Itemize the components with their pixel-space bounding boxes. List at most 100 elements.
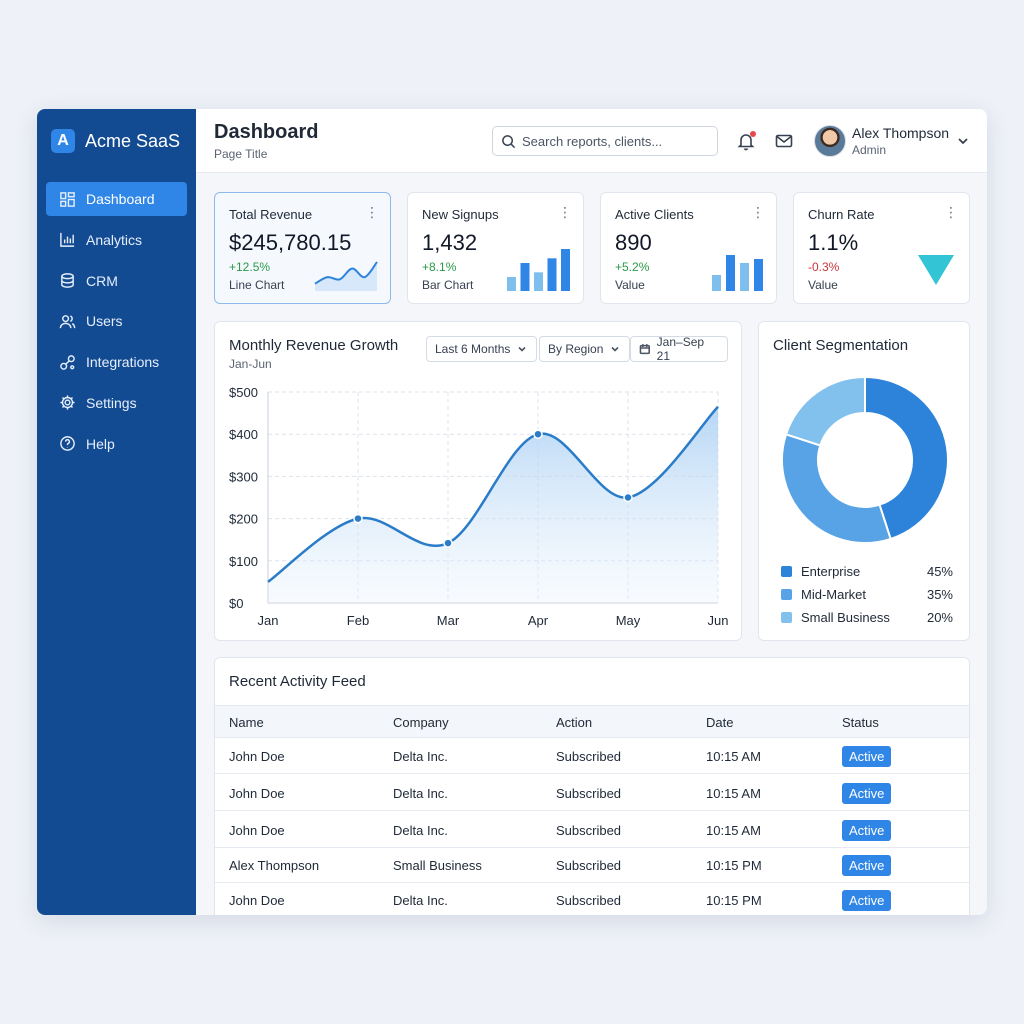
cell-action: Subscribed <box>556 786 622 801</box>
revenue-line-chart: $0 $100 $200 $300 $400 $500 Jan Feb Mar Apr May Jun <box>229 385 729 628</box>
legend-pct: 45% <box>926 563 953 579</box>
sidebar-item-dashboard[interactable]: Dashboard <box>46 182 187 216</box>
legend-item-small-business: Small Business 20% <box>781 608 953 626</box>
notification-dot <box>750 131 756 137</box>
donut-slice-small-business <box>784 375 866 447</box>
top-header: Dashboard Page Title Alex Thompson Admin <box>196 109 987 173</box>
donut-slice-enterprise <box>864 375 949 541</box>
kpi-change: -0.3% <box>808 260 840 274</box>
revenue-area <box>268 406 718 603</box>
more-vertical-icon[interactable]: ⋮ <box>365 204 379 220</box>
data-point <box>533 429 543 439</box>
table-row[interactable]: Alex Thompson Small Business Subscribed … <box>215 847 969 883</box>
sidebar-item-label: Integrations <box>86 354 160 371</box>
y-tick-label: $100 <box>229 554 258 569</box>
more-vertical-icon[interactable]: ⋮ <box>944 204 958 220</box>
legend-swatch <box>781 588 792 600</box>
column-header-company[interactable]: Company <box>393 715 449 730</box>
mail-icon <box>775 134 793 148</box>
more-vertical-icon[interactable]: ⋮ <box>558 204 572 220</box>
range-dropdown[interactable]: Last 6 Months <box>426 336 538 362</box>
column-header-name[interactable]: Name <box>229 715 264 730</box>
user-name[interactable]: Alex Thompson <box>852 125 950 141</box>
avatar[interactable] <box>814 125 846 157</box>
mini-bar <box>561 249 570 291</box>
segmentation-donut-chart <box>781 375 949 544</box>
card-title: Client Segmentation <box>773 337 909 354</box>
search-icon <box>502 134 516 148</box>
kpi-card-new-signups[interactable]: New Signups ⋮ 1,432 +8.1% Bar Chart <box>407 192 584 304</box>
y-tick-label: $500 <box>229 385 258 400</box>
notifications-button[interactable] <box>736 131 756 151</box>
more-vertical-icon[interactable]: ⋮ <box>751 204 765 220</box>
kpi-footer: Value <box>615 278 645 292</box>
date-range-picker[interactable]: Jan–Sep 21 <box>630 335 728 363</box>
sidebar-item-analytics[interactable]: Analytics <box>46 223 187 257</box>
messages-button[interactable] <box>774 131 794 151</box>
column-header-status[interactable]: Status <box>842 715 879 730</box>
chevron-down-icon <box>518 346 526 352</box>
card-title: Monthly Revenue Growth <box>229 337 399 354</box>
kpi-change: +5.2% <box>615 260 650 274</box>
status-badge: Active <box>842 783 892 804</box>
table-row[interactable]: John Doe Delta Inc. Subscribed 10:15 AM … <box>215 775 969 811</box>
kpi-change: +12.5% <box>229 260 271 274</box>
sparkline-line <box>314 261 378 285</box>
card-subtitle: Jan-Jun <box>229 357 272 371</box>
mini-bar <box>712 275 721 291</box>
x-tick-label: Feb <box>347 613 369 628</box>
kpi-card-active-clients[interactable]: Active Clients ⋮ 890 +5.2% Value <box>600 192 777 304</box>
segmentation-card: Client Segmentation Enterprise 45% Mid-M… <box>758 321 970 641</box>
kpi-mini-bar-chart <box>712 255 763 291</box>
legend-label: Small Business <box>801 609 890 625</box>
chevron-down-icon <box>611 346 619 352</box>
cell-action: Subscribed <box>556 893 622 908</box>
users-icon <box>58 312 76 330</box>
sidebar-item-label: Dashboard <box>86 191 155 207</box>
grid-icon <box>58 190 76 208</box>
search-box[interactable] <box>492 126 718 156</box>
sidebar-item-crm[interactable]: CRM <box>46 264 187 298</box>
column-header-action[interactable]: Action <box>556 715 593 730</box>
app-window: A Acme SaaS Dashboard Analytics CRM User… <box>37 109 987 915</box>
sidebar-item-help[interactable]: Help <box>46 427 187 461</box>
kpi-value: 1.1% <box>808 230 859 255</box>
kpi-title: Total Revenue <box>229 207 313 222</box>
sidebar-item-integrations[interactable]: Integrations <box>46 345 187 379</box>
kpi-title: Active Clients <box>615 207 694 222</box>
page-subtitle: Page Title <box>214 147 268 161</box>
table-row[interactable]: John Doe Delta Inc. Subscribed 10:15 AM … <box>215 738 969 774</box>
mini-bar <box>534 272 543 291</box>
chevron-down-icon <box>958 138 968 145</box>
status-badge: Active <box>842 746 892 767</box>
mini-bar <box>507 277 516 291</box>
y-tick-label: $0 <box>229 596 243 611</box>
sidebar-item-users[interactable]: Users <box>46 304 187 338</box>
cell-company: Delta Inc. <box>393 823 448 838</box>
x-tick-label: Jun <box>708 613 729 628</box>
sidebar-item-settings[interactable]: Settings <box>46 386 187 420</box>
brand-logo-icon: A <box>51 129 75 153</box>
cell-company: Delta Inc. <box>393 893 448 908</box>
calendar-icon <box>639 344 650 355</box>
data-point <box>623 492 633 503</box>
x-tick-label: May <box>616 613 641 628</box>
kpi-change: +8.1% <box>422 260 457 274</box>
date-range-label: Jan–Sep 21 <box>656 335 705 363</box>
search-input[interactable] <box>522 133 702 149</box>
cell-company: Delta Inc. <box>393 749 448 764</box>
cell-name: John Doe <box>229 786 285 801</box>
group-dropdown[interactable]: By Region <box>539 336 631 362</box>
mini-bar <box>520 263 530 291</box>
kpi-card-total-revenue[interactable]: Total Revenue ⋮ $245,780.15 +12.5% Line … <box>214 192 391 304</box>
kpi-card-churn-rate[interactable]: Churn Rate ⋮ 1.1% -0.3% Value <box>793 192 970 304</box>
column-header-date[interactable]: Date <box>706 715 734 730</box>
sparkline-area <box>315 262 377 291</box>
kpi-value: 1,432 <box>422 230 478 255</box>
user-menu-toggle[interactable] <box>956 134 970 148</box>
table-row[interactable]: John Doe Delta Inc. Subscribed 10:15 AM … <box>215 812 969 848</box>
brand[interactable]: A Acme SaaS <box>51 129 180 153</box>
user-role: Admin <box>852 143 887 157</box>
donut-slice-mid-market <box>781 433 892 544</box>
table-row[interactable]: John Doe Delta Inc. Subscribed 10:15 PM … <box>215 882 969 915</box>
